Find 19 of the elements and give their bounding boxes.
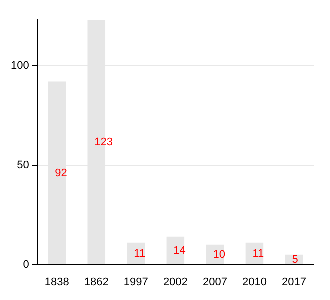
data-label: 123	[94, 136, 113, 148]
x-tick-label: 2017	[282, 276, 306, 288]
x-tick-label: 2010	[242, 276, 267, 288]
x-tick-label: 2002	[163, 276, 188, 288]
y-tick-label: 100	[10, 60, 30, 72]
data-label: 14	[174, 244, 186, 257]
y-tick-label: 0	[23, 258, 30, 271]
x-tick-label: 1862	[84, 276, 109, 288]
y-tick-label: 50	[17, 159, 30, 172]
x-tick-label: 2007	[202, 276, 228, 288]
data-label: 10	[213, 248, 226, 261]
data-label: 92	[55, 167, 68, 180]
x-tick-label: 1997	[124, 276, 148, 288]
data-label: 11	[134, 248, 146, 260]
data-label: 5	[292, 254, 298, 266]
data-label: 11	[252, 248, 264, 260]
bar	[166, 236, 185, 264]
x-tick-label: 1838	[44, 276, 70, 288]
bar	[246, 242, 264, 264]
